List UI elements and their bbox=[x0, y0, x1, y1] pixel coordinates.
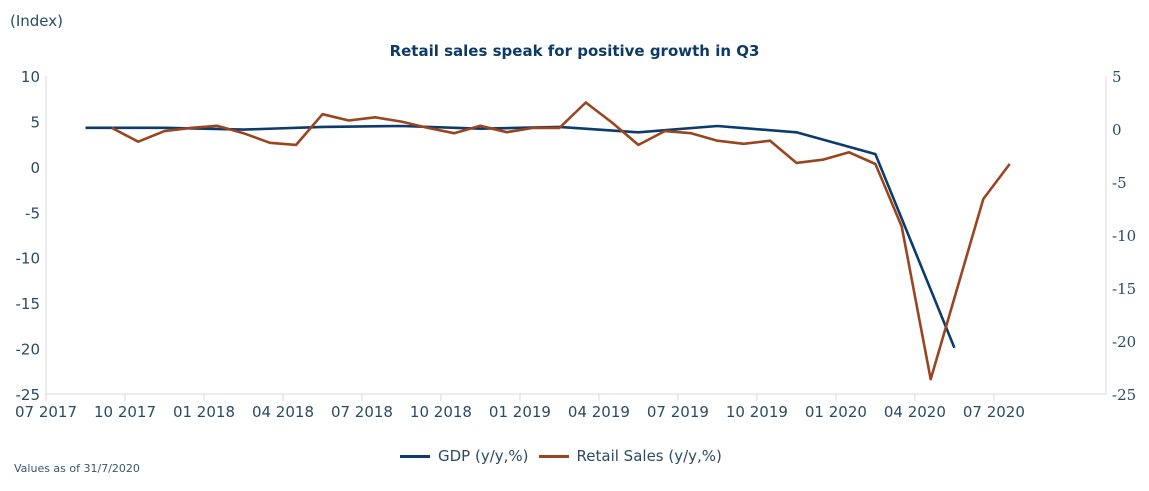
y-right-tick-label: 0 bbox=[1112, 121, 1122, 139]
y-left-tick-label: -15 bbox=[16, 295, 41, 313]
y-left-tick-label: 0 bbox=[30, 159, 40, 177]
x-tick-label: 10 2017 bbox=[94, 403, 156, 421]
x-tick-label: 04 2020 bbox=[884, 403, 946, 421]
y-right-tick-label: -10 bbox=[1112, 227, 1136, 245]
y-left-tick-label: -5 bbox=[25, 204, 40, 222]
x-tick-label: 07 2017 bbox=[15, 403, 77, 421]
y-right-tick-label: 5 bbox=[1112, 68, 1122, 86]
x-tick-label: 04 2019 bbox=[568, 403, 630, 421]
x-tick-label: 01 2018 bbox=[173, 403, 235, 421]
y-left-tick-label: -10 bbox=[16, 250, 41, 268]
x-tick-label: 10 2019 bbox=[726, 403, 788, 421]
y-right-tick-label: -5 bbox=[1112, 174, 1127, 192]
y-left-tick-label: 5 bbox=[30, 113, 40, 131]
legend-label-gdp: GDP (y/y,%) bbox=[438, 447, 529, 465]
legend: GDP (y/y,%) Retail Sales (y/y,%) bbox=[400, 447, 732, 465]
x-tick-label: 01 2019 bbox=[489, 403, 551, 421]
legend-label-retail: Retail Sales (y/y,%) bbox=[576, 447, 722, 465]
footnote: Values as of 31/7/2020 bbox=[14, 462, 140, 475]
x-tick-label: 07 2018 bbox=[331, 403, 393, 421]
x-tick-label: 10 2018 bbox=[410, 403, 472, 421]
y-left-tick-label: 10 bbox=[21, 68, 40, 86]
x-tick-label: 07 2020 bbox=[963, 403, 1025, 421]
x-tick-label: 01 2020 bbox=[805, 403, 867, 421]
retail-sales-line bbox=[111, 101, 1011, 381]
legend-swatch-gdp bbox=[400, 454, 430, 458]
y-right-tick-label: -15 bbox=[1112, 280, 1136, 298]
chart-title: Retail sales speak for positive growth i… bbox=[389, 42, 760, 60]
y-right-tick-label: -20 bbox=[1112, 333, 1136, 351]
y-left-tick-label: -20 bbox=[16, 341, 41, 359]
y-axis-unit-label: (Index) bbox=[10, 12, 63, 30]
legend-item-retail: Retail Sales (y/y,%) bbox=[538, 447, 722, 465]
legend-swatch-retail bbox=[538, 454, 569, 458]
y-right-tick-label: -25 bbox=[1112, 386, 1136, 404]
legend-item-gdp: GDP (y/y,%) bbox=[400, 447, 529, 465]
x-tick-label: 07 2019 bbox=[647, 403, 709, 421]
y-left-tick-label: -25 bbox=[16, 386, 41, 404]
x-tick-label: 04 2018 bbox=[252, 403, 314, 421]
